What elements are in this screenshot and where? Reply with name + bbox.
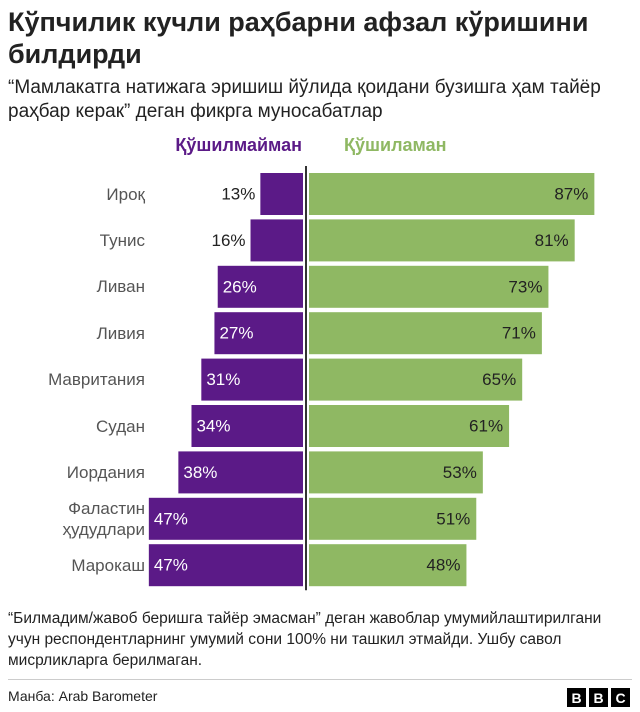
value-label: 47%	[154, 556, 188, 575]
logo-letter: B	[589, 688, 608, 707]
category-label: Ливия	[96, 323, 145, 343]
value-label: 34%	[196, 416, 230, 435]
chart: Қўшилмайман Қўшиламан 13% 87% 16% 81% 26% 73% 27…	[148, 135, 595, 591]
bar	[309, 497, 477, 540]
bar	[309, 451, 483, 494]
bar	[309, 405, 510, 447]
value-label: 87%	[554, 184, 588, 203]
category-label: Марокаш	[71, 555, 145, 575]
legend-label: Қўшилмайман	[175, 135, 302, 155]
value-label: 13%	[221, 184, 255, 203]
legend-label: Қўшиламан	[344, 135, 446, 155]
bar	[148, 497, 303, 540]
value-label: 81%	[535, 231, 569, 250]
value-label: 26%	[223, 277, 257, 296]
bar	[309, 219, 575, 262]
source: Манба: Arab Barometer	[8, 688, 158, 704]
note: “Билмадим/жавоб беришга тайёр эмасман” д…	[8, 610, 602, 669]
bar	[309, 358, 523, 401]
value-label: 51%	[436, 509, 470, 528]
bar	[309, 544, 467, 587]
value-label: 61%	[469, 416, 503, 435]
bar	[309, 312, 542, 355]
bar	[260, 173, 303, 215]
bar	[309, 265, 549, 308]
chart-subtitle: “Мамлакатга натижага эришиш йўлида қоида…	[8, 77, 601, 122]
value-label: 16%	[211, 231, 245, 250]
value-label: 48%	[426, 556, 460, 575]
value-label: 47%	[154, 509, 188, 528]
category-label: Мавритания	[48, 370, 145, 390]
bar	[191, 405, 303, 447]
value-label: 53%	[443, 463, 477, 482]
value-label: 27%	[219, 324, 253, 343]
category-label: Ироқ	[106, 184, 145, 204]
bar	[178, 451, 303, 494]
chart-title: Кўпчилик кучли раҳбарни афзал кўришини б…	[8, 7, 589, 69]
bar	[148, 544, 303, 587]
value-label: 38%	[183, 463, 217, 482]
bar	[250, 219, 303, 262]
category-label: Ливан	[96, 277, 145, 297]
value-label: 73%	[508, 277, 542, 296]
bar	[214, 312, 303, 355]
divider	[8, 679, 632, 680]
category-label: Иордания	[66, 462, 145, 482]
value-label: 65%	[482, 370, 516, 389]
category-label: Фаластин ҳудудлари	[62, 498, 145, 539]
bar	[217, 265, 303, 308]
bar	[201, 358, 303, 401]
category-label: Судан	[96, 416, 145, 436]
value-label: 31%	[206, 370, 240, 389]
logo: B B C	[567, 688, 630, 707]
bar	[309, 173, 595, 215]
category-label: Тунис	[99, 230, 145, 250]
value-label: 71%	[502, 324, 536, 343]
logo-letter: B	[567, 688, 586, 707]
logo-letter: C	[611, 688, 630, 707]
